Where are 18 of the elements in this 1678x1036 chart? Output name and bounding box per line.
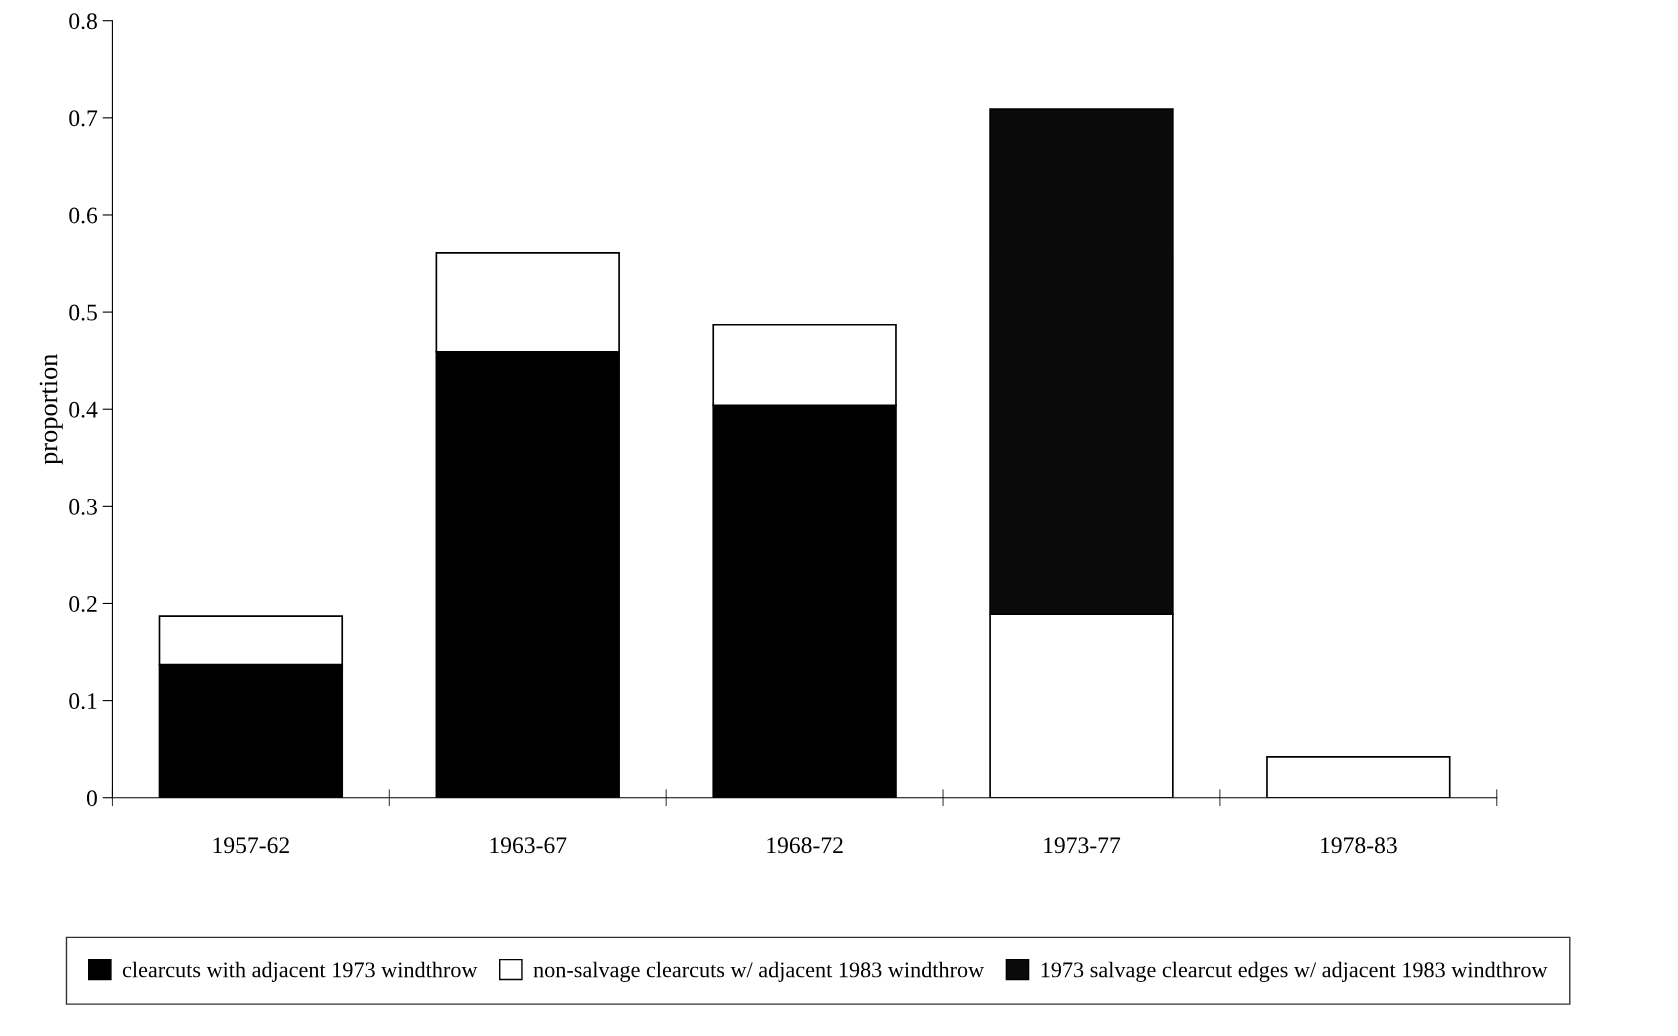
y-tick-label: 0.6 (69, 207, 98, 224)
legend-label: clearcuts with adjacent 1973 windthrow (122, 961, 478, 982)
y-tick-label: 0.7 (69, 110, 98, 127)
y-axis-title: proportion (39, 353, 63, 465)
x-tick-label: 1968-72 (767, 837, 843, 854)
x-tick-label: 1963-67 (490, 837, 567, 854)
x-tick-label: 1957-62 (213, 837, 289, 854)
y-tick-label: 0.2 (69, 595, 97, 612)
x-tick-label: 1973-77 (1044, 837, 1121, 854)
y-tick-label: 0.8 (69, 13, 97, 30)
y-tick-label: 0.3 (69, 498, 97, 515)
legend-label: non-salvage clearcuts w/ adjacent 1983 windthrow (533, 961, 985, 982)
y-tick-label: 0.4 (69, 401, 98, 418)
legend-label: 1973 salvage clearcut edges w/ adjacent 1983 windthrow (1041, 961, 1548, 982)
x-tick-label: 1978-83 (1321, 837, 1397, 854)
y-tick-label: 0 (86, 790, 97, 807)
y-tick-label: 0.1 (69, 693, 97, 710)
y-tick-label: 0.5 (69, 304, 97, 321)
